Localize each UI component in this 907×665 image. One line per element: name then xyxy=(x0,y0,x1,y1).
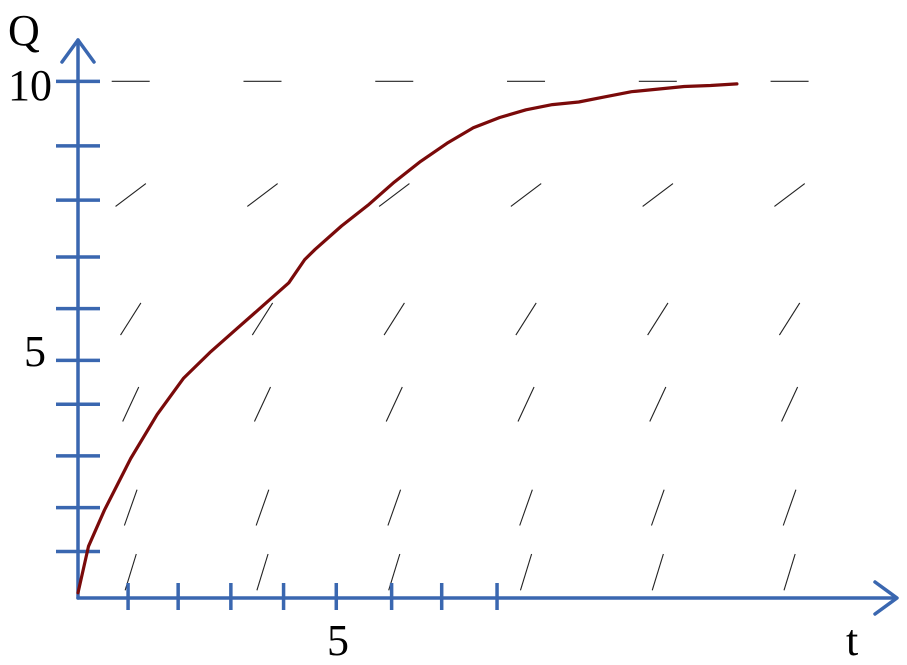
slope-segment xyxy=(385,386,403,422)
axis-ticks xyxy=(56,79,499,610)
slope-segment xyxy=(774,183,806,207)
slope-segment xyxy=(255,489,270,526)
slope-segment xyxy=(251,302,274,336)
q-axis-arrowhead xyxy=(60,38,96,64)
slope-segment xyxy=(519,553,533,591)
slope-segment xyxy=(120,302,142,336)
q-tick-label-10: 10 xyxy=(8,61,52,110)
slope-segment xyxy=(519,489,533,526)
q-tick-label-5: 5 xyxy=(24,327,46,376)
slope-segment xyxy=(122,386,140,422)
slope-segment xyxy=(387,489,402,526)
slope-segment xyxy=(651,553,664,591)
slope-field xyxy=(111,80,809,591)
solution-curve xyxy=(76,82,739,595)
slope-segment xyxy=(515,302,537,336)
q-axis-label: Q xyxy=(8,6,40,55)
slope-segment xyxy=(782,489,797,526)
slope-segment xyxy=(649,386,667,422)
slope-segment xyxy=(246,183,278,207)
slope-segment xyxy=(778,302,801,336)
slope-segment xyxy=(517,386,535,422)
t-axis-arrowhead xyxy=(873,580,899,616)
slope-segment xyxy=(650,489,665,526)
slope-segment xyxy=(783,553,796,591)
slope-segment xyxy=(781,386,799,422)
slope-segment xyxy=(378,183,410,207)
slope-segment xyxy=(253,386,272,422)
slope-segment xyxy=(123,489,138,526)
slope-segment xyxy=(256,553,269,591)
t-axis-label: t xyxy=(846,616,858,665)
t-tick-label-5: 5 xyxy=(327,616,349,665)
slope-segment xyxy=(647,302,669,336)
slope-segment xyxy=(642,183,674,207)
slope-segment xyxy=(510,183,542,207)
slope-segment xyxy=(383,302,405,336)
slope-segment xyxy=(115,183,147,207)
